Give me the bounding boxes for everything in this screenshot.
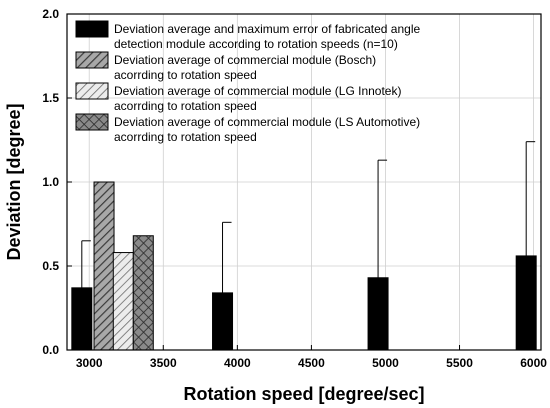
y-axis-title: Deviation [degree] — [4, 103, 24, 260]
y-tick-label: 0.5 — [42, 259, 59, 273]
x-tick-label: 3000 — [76, 356, 103, 370]
y-tick-label: 2.0 — [42, 7, 59, 21]
bar-series-1 — [71, 287, 93, 351]
axis-ticks: 3000 3500 4000 4500 5000 5500 6000 0.0 0.5 1.0 1.5… — [42, 7, 547, 370]
y-tick-label: 0.0 — [42, 343, 59, 357]
legend: Deviation average and maximum error of f… — [75, 20, 420, 144]
x-axis-title: Rotation speed [degree/sec] — [183, 384, 424, 404]
bar-series-1 — [515, 255, 537, 351]
x-tick-label: 6000 — [520, 356, 547, 370]
legend-label: Deviation average of commercial module (… — [114, 84, 401, 98]
bar-series-4 — [132, 235, 154, 351]
legend-label: acorrding to rotation speed — [114, 99, 257, 113]
legend-label: detection module according to rotation s… — [114, 37, 398, 51]
legend-label: Deviation average of commercial module (… — [114, 53, 376, 67]
bar-series-1 — [212, 292, 234, 351]
x-tick-label: 5500 — [446, 356, 473, 370]
legend-label: acorrding to rotation speed — [114, 68, 257, 82]
legend-swatch — [75, 82, 109, 100]
legend-label: Deviation average and maximum error of f… — [114, 22, 420, 36]
y-tick-label: 1.0 — [42, 175, 59, 189]
x-tick-label: 4500 — [298, 356, 325, 370]
bar-series-3 — [112, 252, 134, 351]
y-tick-label: 1.5 — [42, 91, 59, 105]
x-tick-label: 4000 — [224, 356, 251, 370]
legend-swatch — [75, 51, 109, 69]
bar-series-1 — [367, 277, 389, 351]
bars-layer — [71, 141, 537, 351]
legend-label: acorrding to rotation speed — [114, 130, 257, 144]
legend-label: Deviation average of commercial module (… — [114, 115, 420, 129]
legend-swatch — [75, 113, 109, 131]
legend-swatch — [75, 20, 109, 38]
bar-series-2 — [93, 181, 115, 351]
x-tick-label: 5000 — [372, 356, 399, 370]
x-tick-label: 3500 — [150, 356, 177, 370]
